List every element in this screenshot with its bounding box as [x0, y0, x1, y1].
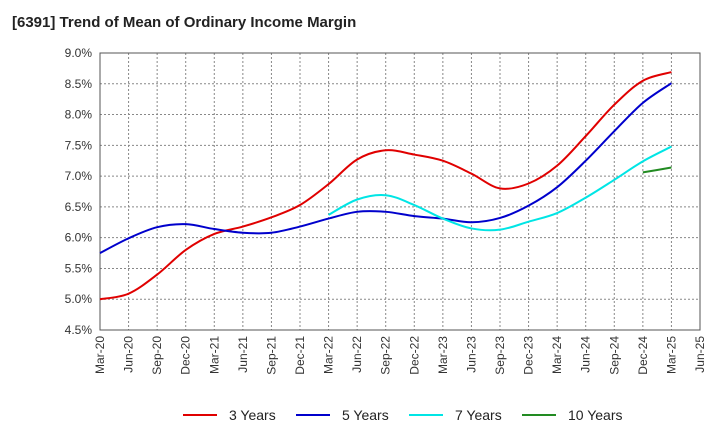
chart-title: [6391] Trend of Mean of Ordinary Income … — [12, 14, 357, 31]
y-tick-label: 5.0% — [65, 292, 93, 306]
x-tick-label: Jun-21 — [236, 336, 250, 373]
x-tick-label: Jun-20 — [122, 336, 136, 373]
y-tick-label: 6.0% — [65, 231, 93, 245]
legend-swatch — [409, 414, 443, 416]
x-tick-label: Dec-22 — [407, 336, 421, 375]
x-tick-label: Sep-22 — [379, 336, 393, 375]
legend-item-3-years: 3 Years — [183, 404, 276, 426]
y-tick-label: 9.0% — [65, 46, 93, 60]
legend-label: 10 Years — [568, 407, 623, 423]
y-tick-label: 4.5% — [65, 323, 93, 337]
y-tick-label: 5.5% — [65, 261, 93, 275]
series-line-10-years — [642, 166, 672, 174]
axes: 4.5% 5.0% 5.5% 6.0% 6.5% 7.0% 7.5% 8.0% 8.5% 9.0%… — [65, 46, 707, 375]
x-tick-label: Dec-21 — [293, 336, 307, 375]
y-tick-label: 7.5% — [65, 138, 93, 152]
y-tick-label: 8.5% — [65, 77, 93, 91]
x-tick-label: Mar-25 — [664, 336, 678, 374]
x-tick-label: Jun-23 — [464, 336, 478, 373]
x-tick-label: Jun-22 — [350, 336, 364, 373]
x-tick-label: Mar-23 — [436, 336, 450, 374]
y-tick-label: 8.0% — [65, 108, 93, 122]
x-tick-label: Sep-23 — [493, 336, 507, 375]
y-tick-label: 7.0% — [65, 169, 93, 183]
x-tick-label: Mar-21 — [207, 336, 221, 374]
x-tick-label: Jun-25 — [693, 336, 707, 373]
series — [99, 71, 672, 301]
legend-swatch — [522, 414, 556, 416]
legend-item-5-years: 5 Years — [296, 404, 389, 426]
grid — [99, 52, 701, 331]
legend: 3 Years 5 Years 7 Years 10 Years — [0, 404, 720, 426]
legend-item-10-years: 10 Years — [522, 404, 623, 426]
x-tick-label: Sep-20 — [150, 336, 164, 375]
legend-label: 7 Years — [455, 407, 502, 423]
x-tick-label: Jun-24 — [579, 336, 593, 373]
y-tick-label: 6.5% — [65, 200, 93, 214]
x-tick-label: Dec-20 — [179, 336, 193, 375]
x-tick-label: Mar-24 — [550, 336, 564, 374]
x-tick-label: Dec-24 — [636, 336, 650, 375]
x-tick-label: Mar-22 — [322, 336, 336, 374]
legend-label: 3 Years — [229, 407, 276, 423]
x-tick-label: Sep-24 — [607, 336, 621, 375]
legend-label: 5 Years — [342, 407, 389, 423]
x-tick-label: Mar-20 — [93, 336, 107, 374]
legend-swatch — [296, 414, 330, 416]
x-tick-label: Dec-23 — [522, 336, 536, 375]
plot-area — [99, 52, 701, 331]
legend-swatch — [183, 414, 217, 416]
x-tick-label: Sep-21 — [264, 336, 278, 375]
legend-item-7-years: 7 Years — [409, 404, 502, 426]
series-line-5-years — [99, 82, 672, 254]
series-line-3-years — [99, 71, 672, 301]
series-line-7-years — [328, 145, 672, 232]
